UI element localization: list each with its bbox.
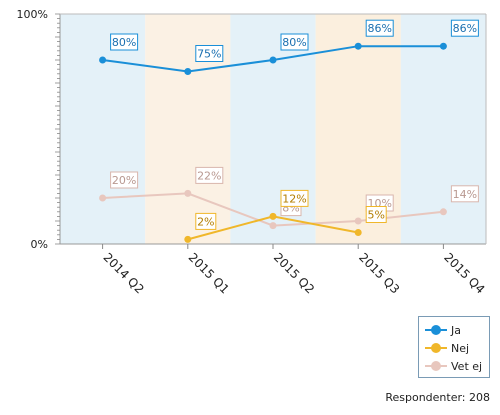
data-label-box (110, 33, 139, 51)
data-label-box (195, 45, 224, 62)
legend-label: Vet ej (451, 359, 483, 373)
data-point[interactable] (269, 212, 277, 220)
x-category-label: 2015 Q2 (271, 250, 317, 296)
data-label-box (365, 19, 394, 37)
data-label-text: 22% (197, 169, 221, 182)
data-label: 20% (110, 171, 139, 189)
data-point[interactable] (184, 235, 192, 243)
data-label-box (195, 166, 224, 184)
axes (55, 13, 487, 249)
data-label-text: 14% (453, 188, 477, 201)
data-point[interactable] (269, 222, 277, 230)
data-point[interactable] (184, 189, 192, 197)
data-label-box (110, 171, 139, 189)
legend-item-vet-ej[interactable]: Vet ej (425, 357, 489, 375)
data-label: 5% (365, 206, 387, 223)
data-label-box (280, 33, 309, 51)
data-label-text: 5% (367, 209, 384, 222)
data-label: 75% (195, 45, 224, 62)
data-label: 2% (195, 212, 217, 230)
data-label-text: 2% (197, 215, 214, 228)
data-label-text: 86% (453, 22, 477, 35)
data-point[interactable] (269, 56, 277, 64)
data-label-box (195, 212, 217, 230)
data-point[interactable] (99, 56, 107, 64)
data-label: 80% (110, 33, 139, 51)
data-point[interactable] (99, 194, 107, 202)
data-labels: 20% 22%8% 10%14%2%12%5%80%75%80%86% 86% (110, 19, 479, 230)
data-label-text: 80% (282, 36, 306, 49)
x-category-label: 2014 Q2 (100, 250, 146, 296)
legend-swatch (425, 325, 447, 335)
data-label: 12% (280, 189, 309, 207)
data-label: 86% (365, 19, 394, 37)
legend-label: Nej (451, 341, 470, 355)
data-label-text: 86% (367, 22, 391, 35)
y-tick-label: 0% (31, 238, 48, 251)
category-band (400, 14, 486, 244)
x-category-label: 2015 Q3 (356, 250, 402, 296)
x-category-label: 2015 Q4 (441, 250, 487, 296)
data-label-box (365, 206, 387, 223)
data-points (99, 42, 447, 243)
legend-swatch (425, 361, 447, 371)
data-label-box (450, 185, 479, 203)
data-label-text: 20% (112, 174, 136, 187)
data-label-box (280, 189, 309, 207)
category-band (60, 14, 146, 244)
data-label-text: 12% (282, 192, 306, 205)
data-label-text: 80% (112, 36, 136, 49)
data-label: 14% (450, 185, 479, 203)
respondents-note: Respondenter: 208 (385, 391, 490, 404)
data-label-box (450, 19, 479, 37)
data-point[interactable] (354, 229, 362, 236)
x-category-label: 2015 Q1 (186, 250, 232, 296)
data-label: 86% (450, 19, 479, 37)
data-point[interactable] (439, 208, 447, 216)
legend-item-ja[interactable]: Ja (425, 321, 489, 339)
data-point[interactable] (354, 217, 362, 225)
y-tick-label: 100% (17, 8, 48, 21)
data-point[interactable] (439, 42, 447, 50)
data-point[interactable] (354, 42, 362, 50)
data-label-text: 75% (197, 48, 221, 61)
legend-item-nej[interactable]: Nej (425, 339, 489, 357)
legend-swatch (425, 343, 447, 353)
data-label: 22% (195, 166, 224, 184)
data-point[interactable] (184, 68, 192, 75)
data-label: 80% (280, 33, 309, 51)
legend: Ja Nej Vet ej (418, 316, 490, 378)
legend-label: Ja (451, 323, 461, 337)
